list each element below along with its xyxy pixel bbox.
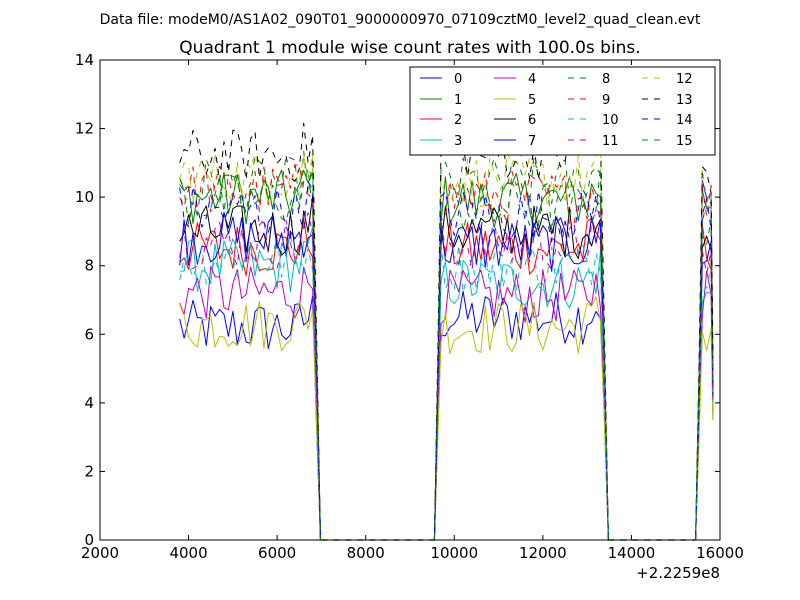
series-line-0 xyxy=(179,180,714,541)
series-line-5 xyxy=(179,296,714,541)
x-tick-label: 10000 xyxy=(430,544,478,562)
legend-label-2: 2 xyxy=(454,113,462,128)
chart-title: Quadrant 1 module wise count rates with … xyxy=(179,38,640,58)
series-line-14 xyxy=(179,181,714,541)
x-offset-label: +2.2259e8 xyxy=(636,564,720,582)
x-tick-label: 2000 xyxy=(81,544,119,562)
x-tick-label: 14000 xyxy=(608,544,656,562)
ticks-layer: 2000 4000 6000 8000 10000 12000 14000 16000 0 2 4 6… xyxy=(75,51,744,562)
y-tick-label: 12 xyxy=(75,120,94,138)
legend-label-9: 9 xyxy=(602,93,610,108)
x-tick-label: 6000 xyxy=(258,544,296,562)
series-line-10 xyxy=(179,234,714,541)
series-line-15 xyxy=(179,167,714,541)
legend-label-7: 7 xyxy=(528,134,536,149)
series-line-12 xyxy=(179,141,714,541)
x-tick-label: 4000 xyxy=(169,544,207,562)
legend-label-5: 5 xyxy=(528,93,536,108)
series-line-7 xyxy=(179,211,714,541)
legend-label-10: 10 xyxy=(602,113,619,128)
y-tick-label: 10 xyxy=(75,188,94,206)
series-line-6 xyxy=(179,195,714,541)
legend-label-11: 11 xyxy=(602,134,619,149)
axes-frame xyxy=(99,59,721,541)
legend-label-0: 0 xyxy=(454,72,462,87)
legend-frame xyxy=(409,66,716,156)
series-line-8 xyxy=(179,150,714,541)
legend-label-3: 3 xyxy=(454,134,462,149)
x-tick-label: 8000 xyxy=(347,544,385,562)
y-tick-label: 6 xyxy=(84,325,94,343)
series-line-4 xyxy=(179,265,714,541)
legend-label-1: 1 xyxy=(454,93,462,108)
legend-label-13: 13 xyxy=(676,93,693,108)
legend-label-15: 15 xyxy=(676,134,693,149)
x-tick-label: 12000 xyxy=(519,544,567,562)
y-tick-label: 8 xyxy=(84,257,94,275)
series-line-11 xyxy=(179,209,714,541)
x-tick-label: 16000 xyxy=(696,544,744,562)
series-layer xyxy=(179,122,714,541)
plot-area: 2000 4000 6000 8000 10000 12000 14000 16000 0 2 4 6… xyxy=(75,51,744,562)
y-tick-label: 0 xyxy=(84,531,94,549)
legend-label-4: 4 xyxy=(528,72,536,87)
y-tick-label: 14 xyxy=(75,51,94,69)
y-tick-label: 4 xyxy=(84,394,94,412)
legend-label-14: 14 xyxy=(676,113,693,128)
data-file-label: Data file: modeM0/AS1A02_090T01_90000009… xyxy=(100,12,701,28)
legend-label-6: 6 xyxy=(528,113,536,128)
legend-label-8: 8 xyxy=(602,72,610,87)
series-line-2 xyxy=(179,217,714,541)
legend-label-12: 12 xyxy=(676,72,693,87)
y-tick-label: 2 xyxy=(84,462,94,480)
